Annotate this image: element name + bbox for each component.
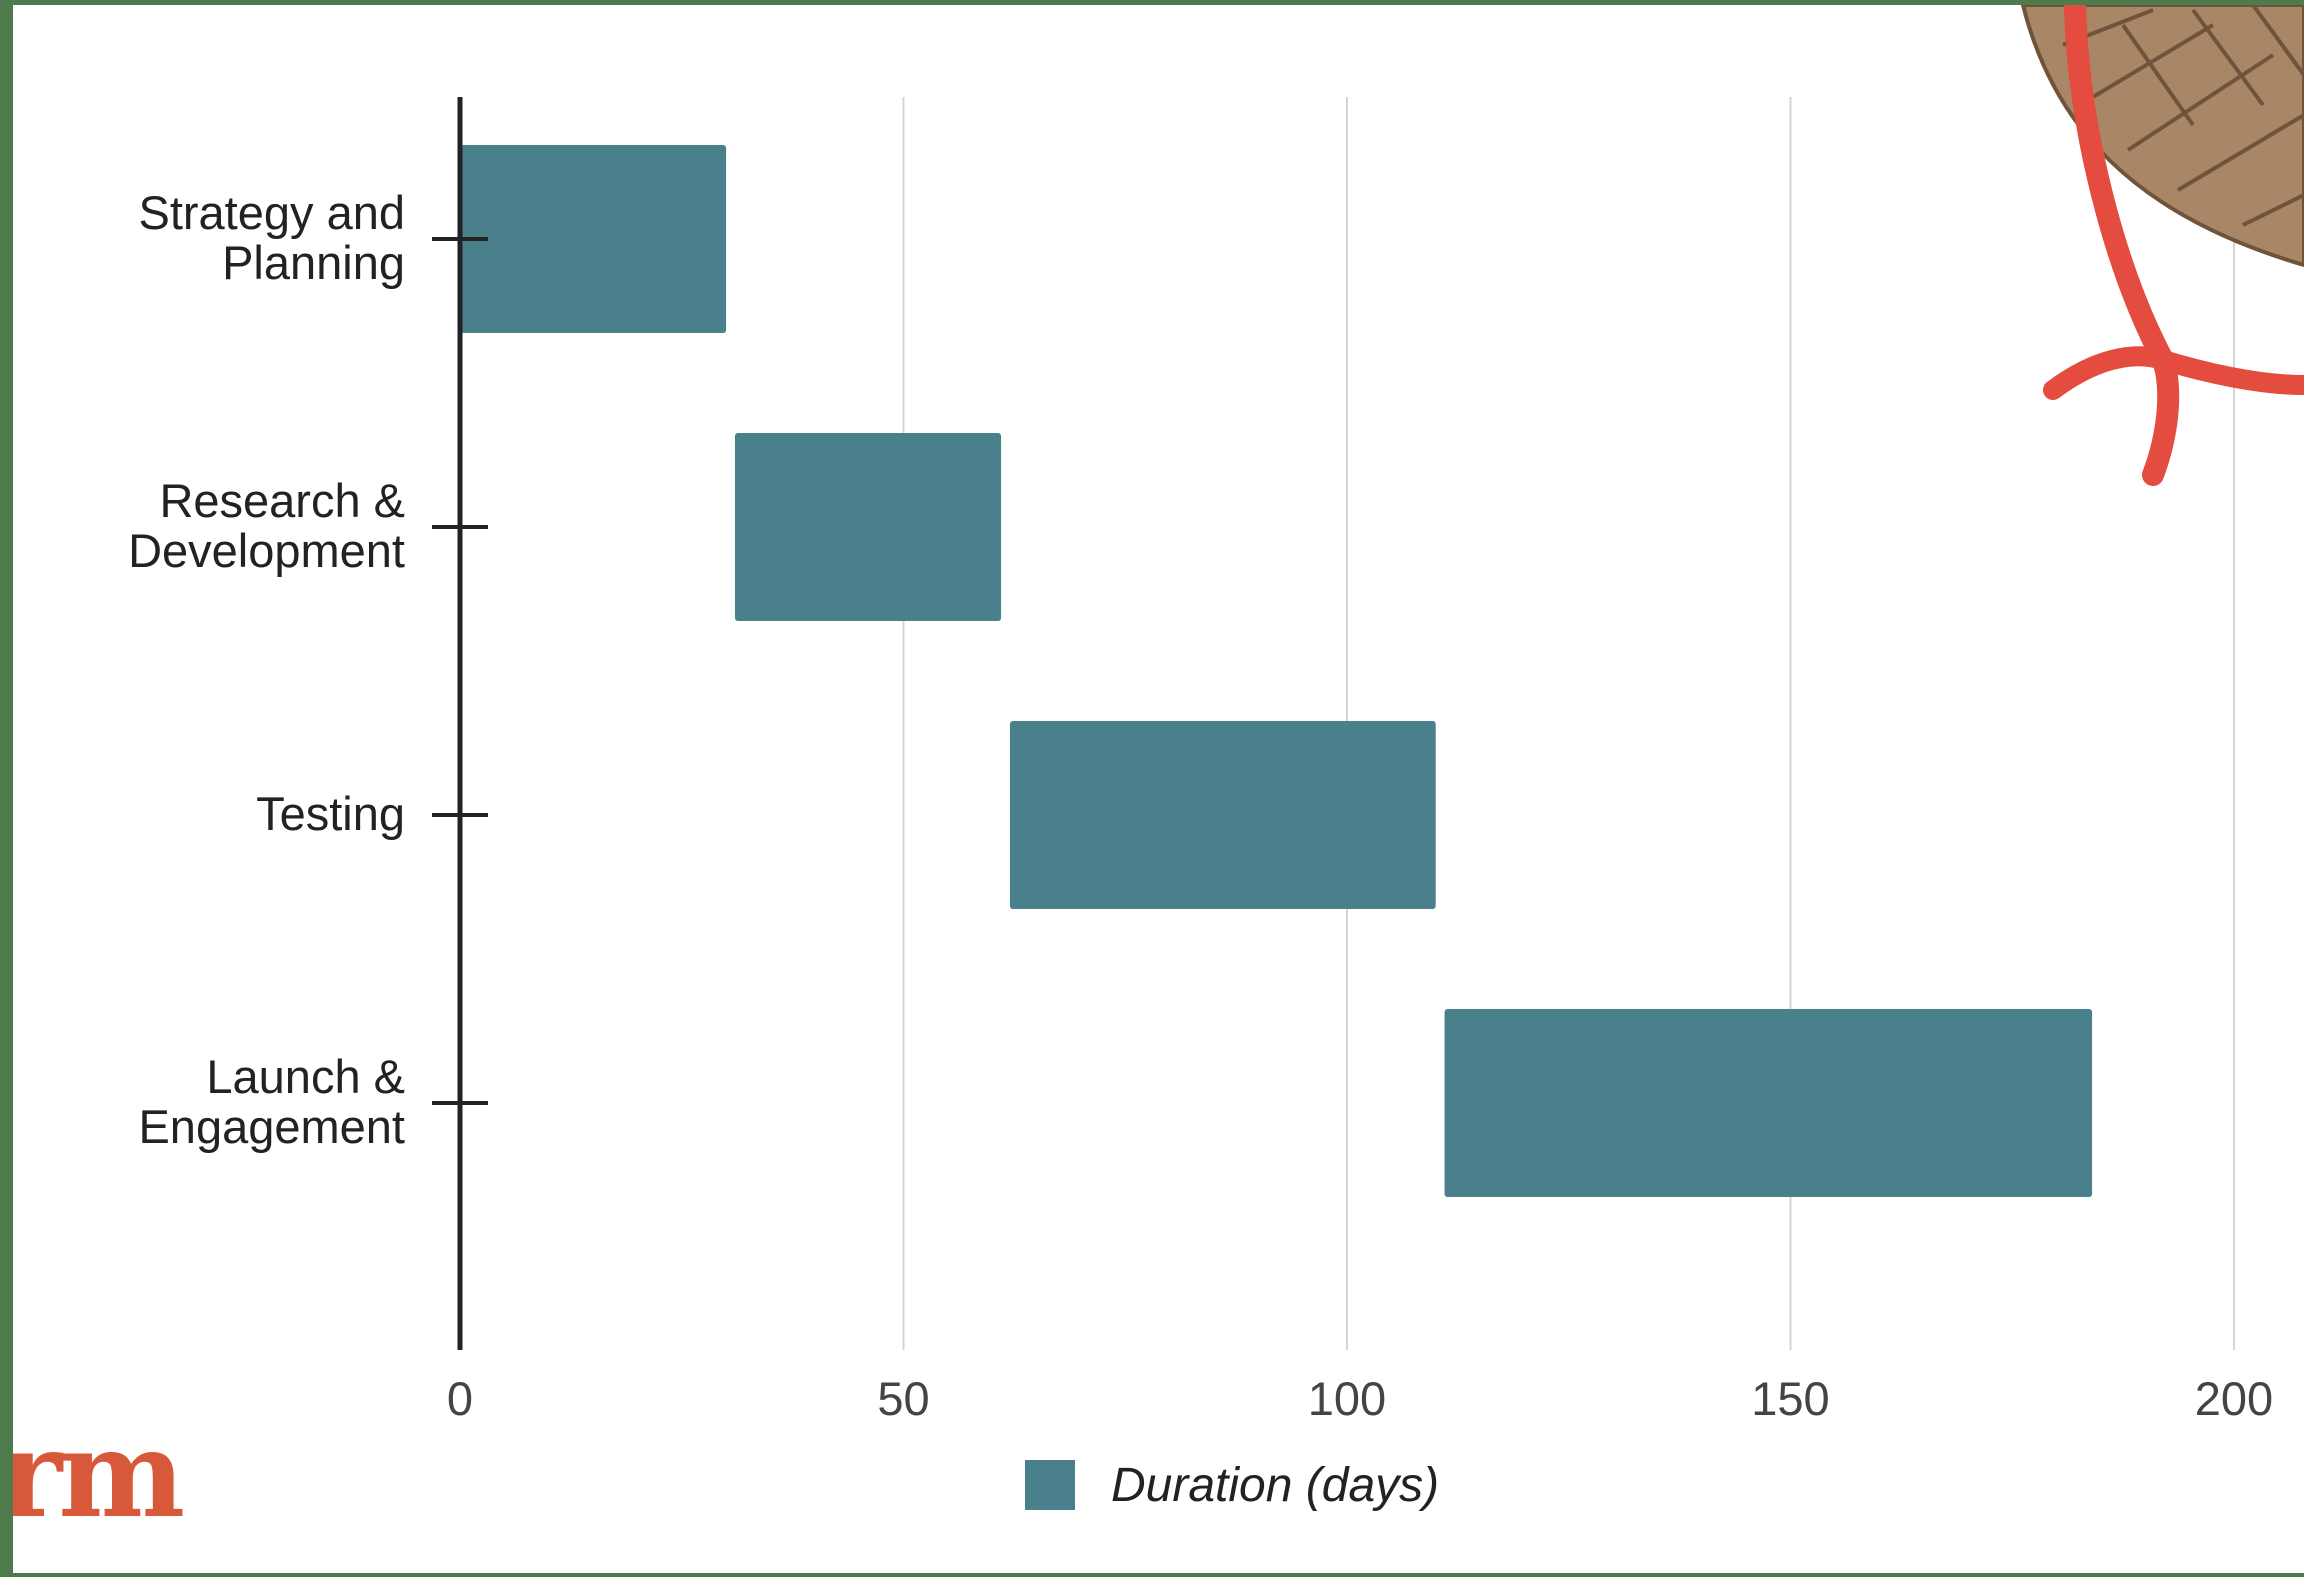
basket-weave-3 (2176, 113, 2304, 192)
gridlines (902, 97, 2235, 1350)
legend-swatch (1025, 1460, 1075, 1510)
basket-weave-2 (2126, 53, 2275, 152)
basket-icon (2020, 5, 2304, 486)
bars (460, 145, 2093, 1197)
chart-panel: 0 50 100 150 200 Strategy and Planning Research… (13, 5, 2304, 1573)
axes (432, 97, 488, 1350)
legend: Duration (days) (1025, 1459, 1439, 1512)
x-tick-label-50: 50 (877, 1372, 929, 1425)
basket-illustration (2020, 5, 2304, 486)
category-label-3-0: Launch & (206, 1050, 405, 1103)
legend-label: Duration (days) (1111, 1459, 1439, 1512)
x-tick-label-100: 100 (1308, 1372, 1386, 1425)
category-label-3-1: Engagement (138, 1100, 405, 1153)
category-label-2-0: Testing (256, 787, 405, 840)
bar-2[interactable] (1009, 721, 1436, 909)
category-label-1-1: Development (128, 524, 405, 577)
ribbon-horizontal (2043, 346, 2304, 400)
basket-weave-6 (2191, 8, 2265, 107)
category-label-0-1: Planning (222, 236, 405, 289)
basket-weave-7 (2251, 5, 2304, 77)
bar-3[interactable] (1444, 1009, 2093, 1197)
bar-1[interactable] (734, 433, 1002, 621)
bar-0[interactable] (460, 145, 727, 333)
category-label-1-0: Research & (159, 474, 405, 527)
basket-weave-5 (2121, 23, 2195, 127)
basket-body (2020, 5, 2304, 268)
x-tick-label-150: 150 (1751, 1372, 1829, 1425)
x-tick-label-200: 200 (2195, 1372, 2273, 1425)
ribbon-vertical (2064, 5, 2180, 486)
basket-weave-4 (2242, 193, 2304, 227)
category-label-0-0: Strategy and (138, 186, 405, 239)
x-tick-label-0: 0 (447, 1372, 473, 1425)
watermark-logo: rm (13, 1404, 185, 1545)
